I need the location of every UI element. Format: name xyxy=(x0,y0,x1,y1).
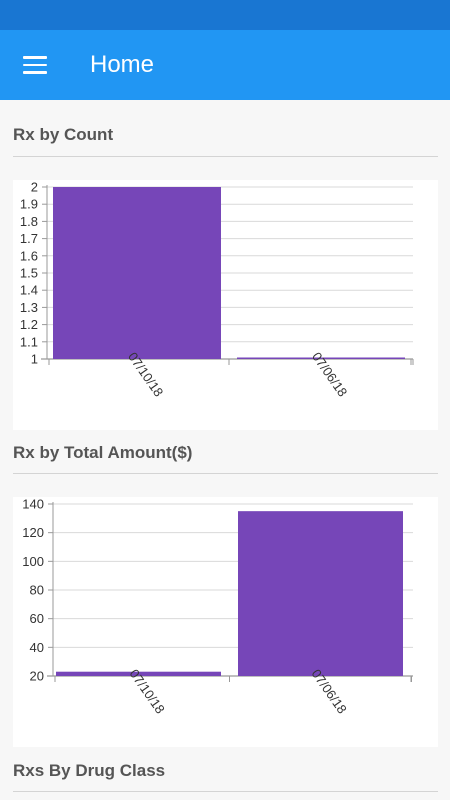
y-tick-label: 1.2 xyxy=(20,317,38,332)
y-tick-label: 1.1 xyxy=(20,334,38,349)
y-tick-label: 1.4 xyxy=(20,283,38,298)
bar[interactable] xyxy=(56,671,221,676)
y-tick-label: 1 xyxy=(31,352,38,367)
hamburger-menu-icon xyxy=(23,56,47,74)
y-tick-label: 100 xyxy=(22,554,44,569)
status-bar xyxy=(0,0,450,30)
y-tick-label: 2 xyxy=(31,180,38,195)
y-tick-label: 1.7 xyxy=(20,231,38,246)
section-title-rx-by-count: Rx by Count xyxy=(13,125,114,144)
amount-chart-card: 20 40 60 80 100 120 140 07/10/18 07/06/18 xyxy=(13,497,438,747)
count-chart-card: 1 1.1 1.2 1.3 1.4 1.5 1.6 1.7 1.8 1.9 2 07/10/18 07/… xyxy=(13,180,438,430)
bar[interactable] xyxy=(237,357,405,360)
y-tick-label: 1.3 xyxy=(20,300,38,315)
divider xyxy=(13,473,438,474)
y-tick-label: 140 xyxy=(22,497,44,512)
bar[interactable] xyxy=(53,187,221,359)
y-tick-label: 1.6 xyxy=(20,248,38,263)
app-bar: Home xyxy=(0,30,450,100)
page-title: Home xyxy=(90,51,155,78)
section-title-rxs-by-drug-class: Rxs By Drug Class xyxy=(13,761,166,780)
y-tick-label: 60 xyxy=(30,611,44,626)
y-tick-label: 80 xyxy=(30,583,44,598)
menu-button[interactable] xyxy=(0,30,70,100)
section-title-rx-by-amount: Rx by Total Amount($) xyxy=(13,443,193,462)
y-tick-label: 1.9 xyxy=(20,197,38,212)
divider xyxy=(13,791,438,792)
y-tick-label: 1.8 xyxy=(20,214,38,229)
divider xyxy=(13,156,438,157)
y-tick-label: 1.5 xyxy=(20,266,38,281)
y-tick-label: 20 xyxy=(30,669,44,684)
y-tick-label: 40 xyxy=(30,640,44,655)
x-tick-label: 07/06/18 xyxy=(309,349,350,399)
y-tick-label: 120 xyxy=(22,525,44,540)
bar[interactable] xyxy=(238,511,403,676)
